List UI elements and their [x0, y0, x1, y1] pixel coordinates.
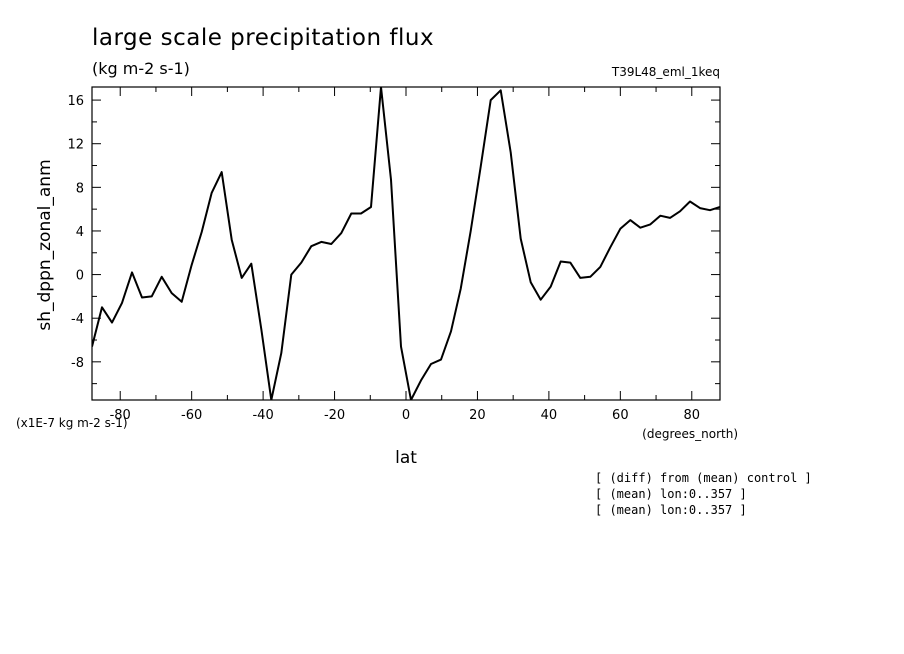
- chart-units: (kg m-2 s-1): [92, 59, 190, 78]
- y-tick-label: 0: [76, 269, 84, 284]
- y-tick-label: 4: [76, 225, 84, 240]
- x-tick-label: 40: [541, 408, 558, 423]
- x-tick-label: -60: [181, 408, 202, 423]
- x-units-label: (degrees_north): [642, 427, 738, 441]
- x-tick-label: 20: [469, 408, 486, 423]
- plot-area: [92, 87, 720, 400]
- x-axis-label: lat: [395, 448, 417, 468]
- y-tick-label: 16: [67, 94, 84, 109]
- x-tick-label: -40: [252, 408, 273, 423]
- y-axis-label: sh_dppn_zonal_anm: [35, 159, 55, 330]
- x-tick-label: -80: [110, 408, 131, 423]
- x-tick-label: 60: [612, 408, 629, 423]
- y-tick-label: -8: [71, 356, 84, 371]
- plot-frame: [91, 86, 721, 401]
- note-line-3: [ (mean) lon:0..357 ]: [595, 503, 747, 517]
- y-tick-label: 12: [67, 138, 84, 153]
- x-tick-label: 80: [684, 408, 701, 423]
- x-axis: -80 -60 -40 -20 0 20 40 60 80: [110, 87, 700, 423]
- y-axis: -8 -4 0 4 8 12 16: [67, 94, 720, 385]
- experiment-label: T39L48_eml_1keq: [611, 65, 720, 79]
- y-tick-label: 8: [76, 181, 84, 196]
- chart-title: large scale precipitation flux: [92, 25, 434, 51]
- note-line-1: [ (diff) from (mean) control ]: [595, 471, 812, 485]
- series-line: [92, 87, 720, 400]
- y-tick-label: -4: [71, 312, 84, 327]
- x-tick-label: 0: [402, 408, 410, 423]
- x-tick-label: -20: [324, 408, 345, 423]
- note-line-2: [ (mean) lon:0..357 ]: [595, 487, 747, 501]
- y-scale-note: (x1E-7 kg m-2 s-1): [16, 416, 128, 430]
